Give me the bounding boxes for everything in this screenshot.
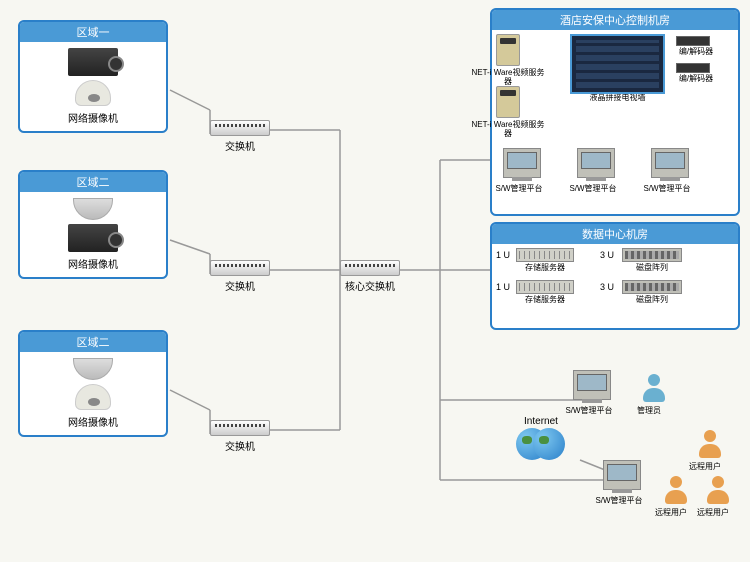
switch-icon [210,420,270,436]
zone-2-camera-label: 网络摄像机 [68,256,118,271]
storage-server-icon [516,280,574,294]
zone-1-title: 区域一 [20,22,166,42]
remote-user-3-label: 远程用户 [693,509,733,518]
dome-camera-icon [75,384,111,410]
u1-label-2: 1 U [496,282,510,292]
zone-1-box: 区域一 网络摄像机 [18,20,168,133]
remote-monitor-1-label: S/W管理平台 [564,407,614,416]
encoder-2-label: 编/解码器 [676,75,716,84]
monitor-icon [603,460,641,490]
switch-icon [210,120,270,136]
storage-2-label: 存储服务器 [516,296,574,305]
security-room-title: 酒店安保中心控制机房 [492,10,738,30]
dome-camera-icon [73,358,113,380]
server-icon [496,34,520,66]
u3-label-1: 3 U [600,250,614,260]
monitor-icon [651,148,689,178]
switch-1-label: 交换机 [210,138,270,153]
admin-user-icon [643,374,665,402]
u1-label-1: 1 U [496,250,510,260]
data-center-title: 数据中心机房 [492,224,738,244]
zone-3-title: 区域二 [20,332,166,352]
u3-label-2: 3 U [600,282,614,292]
remote-user-icon [707,476,729,504]
core-switch-label: 核心交换机 [334,278,406,293]
dome-camera-icon [75,80,111,106]
remote-user-2-label: 远程用户 [651,509,691,518]
box-camera-icon [68,48,118,76]
monitor-icon [503,148,541,178]
server-icon [496,86,520,118]
internet-label: Internet [516,416,566,427]
core-switch-icon [340,260,400,276]
monitor-icon [577,148,615,178]
globe-icon [533,428,565,460]
zone-1-camera-label: 网络摄像机 [68,110,118,125]
server-2-label: NET-i Ware视频服务器 [468,121,548,139]
videowall-icon [570,34,665,94]
dome-camera-icon [73,198,113,220]
remote-user-1-label: 远程用户 [685,463,725,472]
videowall-label: 液晶拼接电视墙 [570,94,665,103]
monitor-icon [573,370,611,400]
zone-3-camera-label: 网络摄像机 [68,414,118,429]
switch-icon [210,260,270,276]
box-camera-icon [68,224,118,252]
zone-2-box: 区域二 网络摄像机 [18,170,168,279]
zone-2-title: 区域二 [20,172,166,192]
storage-1-label: 存储服务器 [516,264,574,273]
remote-monitor-2-label: S/W管理平台 [594,497,644,506]
zone-3-box: 区域二 网络摄像机 [18,330,168,437]
switch-3-label: 交换机 [210,438,270,453]
storage-server-icon [516,248,574,262]
disk-array-icon [622,280,682,294]
server-1-label: NET-i Ware视频服务器 [468,69,548,87]
encoder-icon [676,63,710,73]
monitor-2-label: S/W管理平台 [568,185,618,194]
monitor-3-label: S/W管理平台 [642,185,692,194]
switch-2-label: 交换机 [210,278,270,293]
remote-user-icon [665,476,687,504]
disk-1-label: 磁盘阵列 [622,264,682,273]
encoder-icon [676,36,710,46]
encoder-1-label: 编/解码器 [676,48,716,57]
data-center-box: 数据中心机房 1 U 存储服务器 1 U 存储服务器 3 U 磁盘阵列 3 U … [490,222,740,330]
remote-user-icon [699,430,721,458]
security-room-box: 酒店安保中心控制机房 NET-i Ware视频服务器 NET-i Ware视频服… [490,8,740,216]
disk-2-label: 磁盘阵列 [622,296,682,305]
monitor-1-label: S/W管理平台 [494,185,544,194]
disk-array-icon [622,248,682,262]
admin-label: 管理员 [629,407,669,416]
